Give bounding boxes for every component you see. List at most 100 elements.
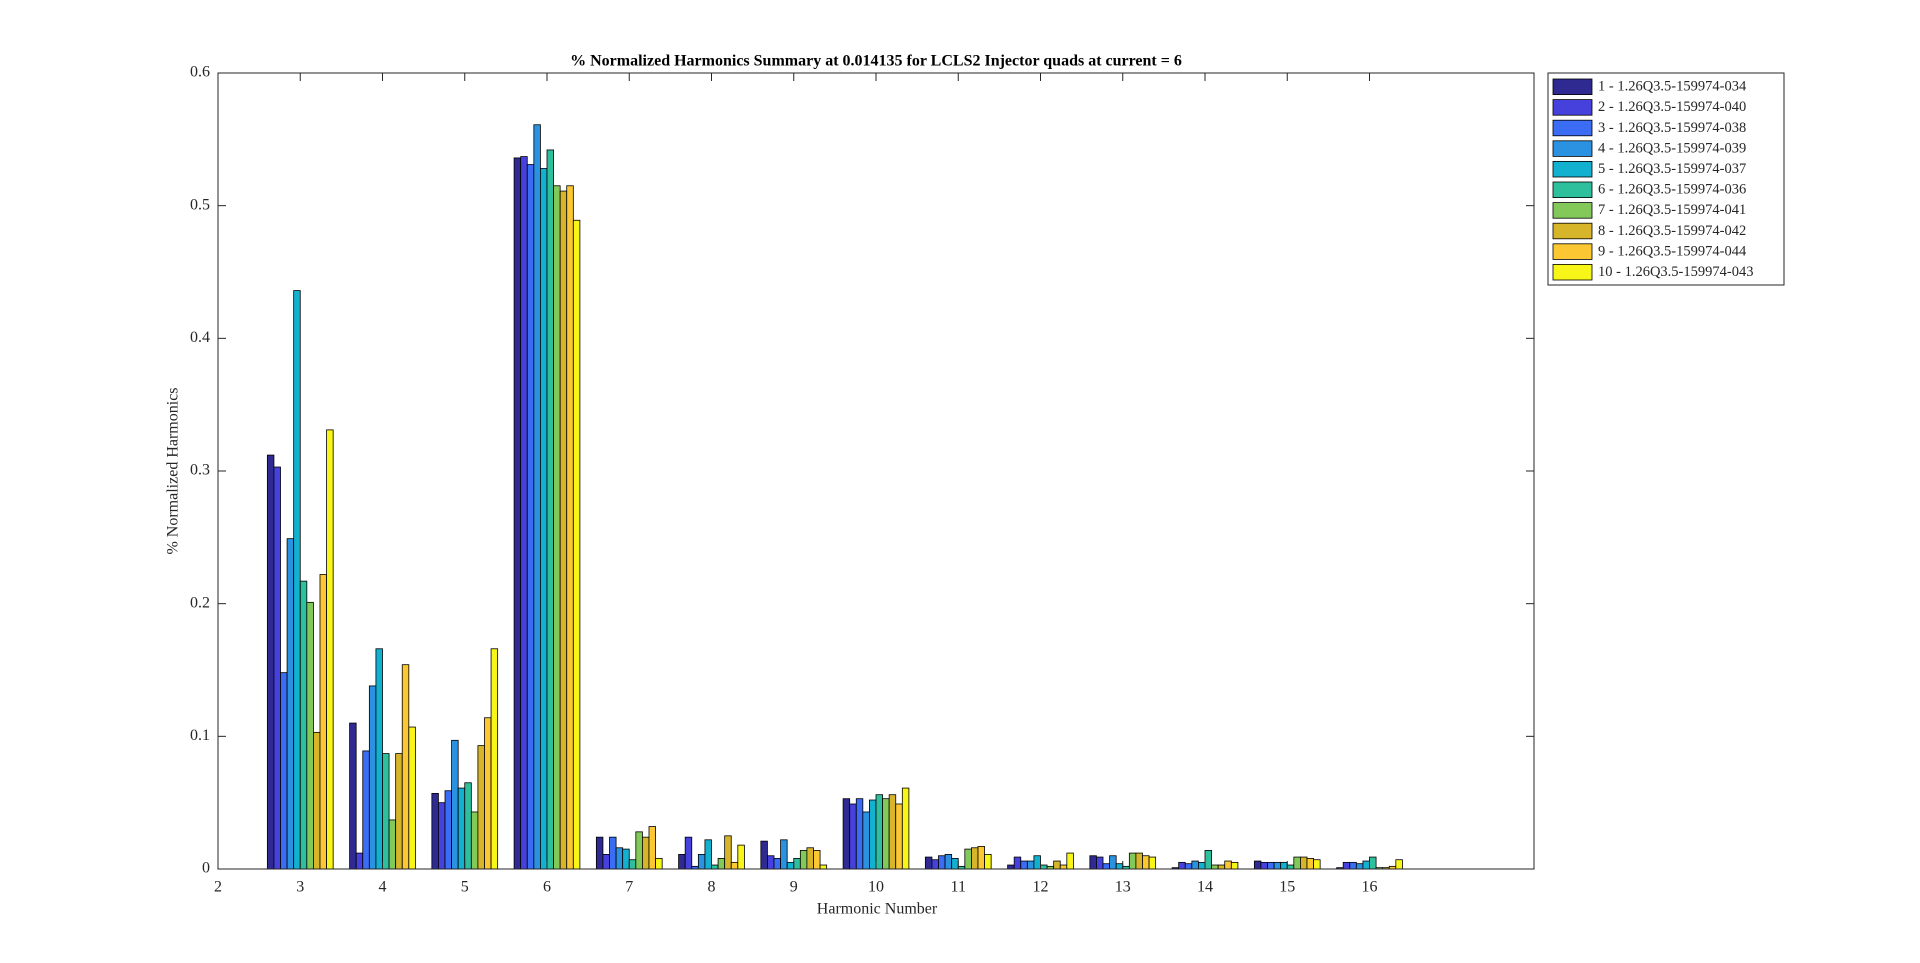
bar [648,826,656,870]
bar [737,844,745,870]
legend-label: 1 - 1.26Q3.5-159974-034 [1598,79,1747,95]
y-tick-label: 0.5 [190,196,210,213]
y-tick-label: 0.2 [190,594,210,611]
legend-swatch [1552,243,1593,260]
x-tick-label: 6 [543,879,551,896]
legend-swatch [1552,78,1593,96]
bar [855,798,864,870]
bar [1033,855,1041,870]
bar [924,856,933,870]
x-tick-label: 5 [461,879,469,896]
bar [609,836,617,870]
bar [1362,860,1370,870]
bar [1306,857,1314,870]
bar [964,848,972,870]
bar [1313,859,1321,870]
bar [895,803,903,870]
bar [1286,864,1295,870]
bar [730,861,739,870]
bar [1059,864,1068,870]
bar [1253,860,1262,870]
bar [862,811,870,870]
bar [273,466,281,870]
bar [813,850,821,870]
bar [1020,860,1028,870]
bar [1293,856,1301,870]
bar [697,854,706,870]
legend-label: 9 - 1.26Q3.5-159974-044 [1598,243,1747,259]
bar [882,798,890,870]
bar [944,854,953,870]
bar [470,811,479,870]
bar [875,794,883,870]
bar [1191,860,1199,870]
bar [533,124,541,870]
bar [849,803,857,870]
bar [602,854,610,870]
bar [431,792,439,870]
bar [773,857,781,870]
bar [793,857,801,870]
bar [642,836,650,870]
bar [299,580,308,870]
x-tick-label: 10 [868,879,884,896]
bar [1109,855,1117,870]
bar [1342,861,1351,870]
bar [806,847,814,870]
x-tick-label: 14 [1197,879,1213,896]
legend-label: 4 - 1.26Q3.5-159974-039 [1598,140,1746,156]
bar [938,855,946,870]
bar [546,149,554,870]
bar [869,799,877,870]
bar [1115,863,1124,870]
bar [1089,855,1097,870]
bar [1135,852,1143,870]
bar [901,787,910,870]
bar [1184,863,1193,870]
bar [1267,861,1275,870]
bar [513,157,522,870]
bar [326,429,334,870]
legend-swatch [1552,119,1593,137]
bar [628,859,637,870]
bar [780,839,788,870]
bar [1211,864,1219,870]
bar [799,850,808,870]
bar [457,787,466,870]
x-tick-label: 15 [1279,879,1295,896]
bar [1066,852,1074,870]
legend-label: 8 - 1.26Q3.5-159974-042 [1598,223,1746,239]
bar [1148,856,1157,870]
x-axis-label: Harmonic Number [817,901,938,918]
x-tick-label: 3 [296,879,304,896]
legend-label: 2 - 1.26Q3.5-159974-040 [1598,99,1746,115]
bar [984,854,992,870]
y-tick-label: 0 [202,860,210,877]
bar [1096,856,1104,870]
bar [1260,861,1268,870]
bar [977,846,985,870]
bar [266,454,275,870]
x-tick-label: 2 [214,879,222,896]
bar [724,835,732,870]
bar [280,672,288,870]
x-tick-label: 9 [790,879,798,896]
bar [888,794,897,870]
bar [711,864,719,870]
bar [1280,861,1288,870]
legend-label: 5 - 1.26Q3.5-159974-037 [1598,161,1746,177]
bar [1217,864,1226,870]
x-tick-label: 7 [625,879,633,896]
bar [566,185,574,870]
x-tick-label: 8 [708,879,716,896]
bar [1007,864,1015,870]
x-tick-label: 16 [1362,879,1378,896]
bar [971,847,979,870]
x-tick-label: 4 [379,879,387,896]
bar [1013,856,1022,870]
y-tick-label: 0.3 [190,462,210,479]
legend-swatch [1552,160,1593,178]
legend-label: 10 - 1.26Q3.5-159974-043 [1598,264,1753,280]
bar [395,753,403,870]
